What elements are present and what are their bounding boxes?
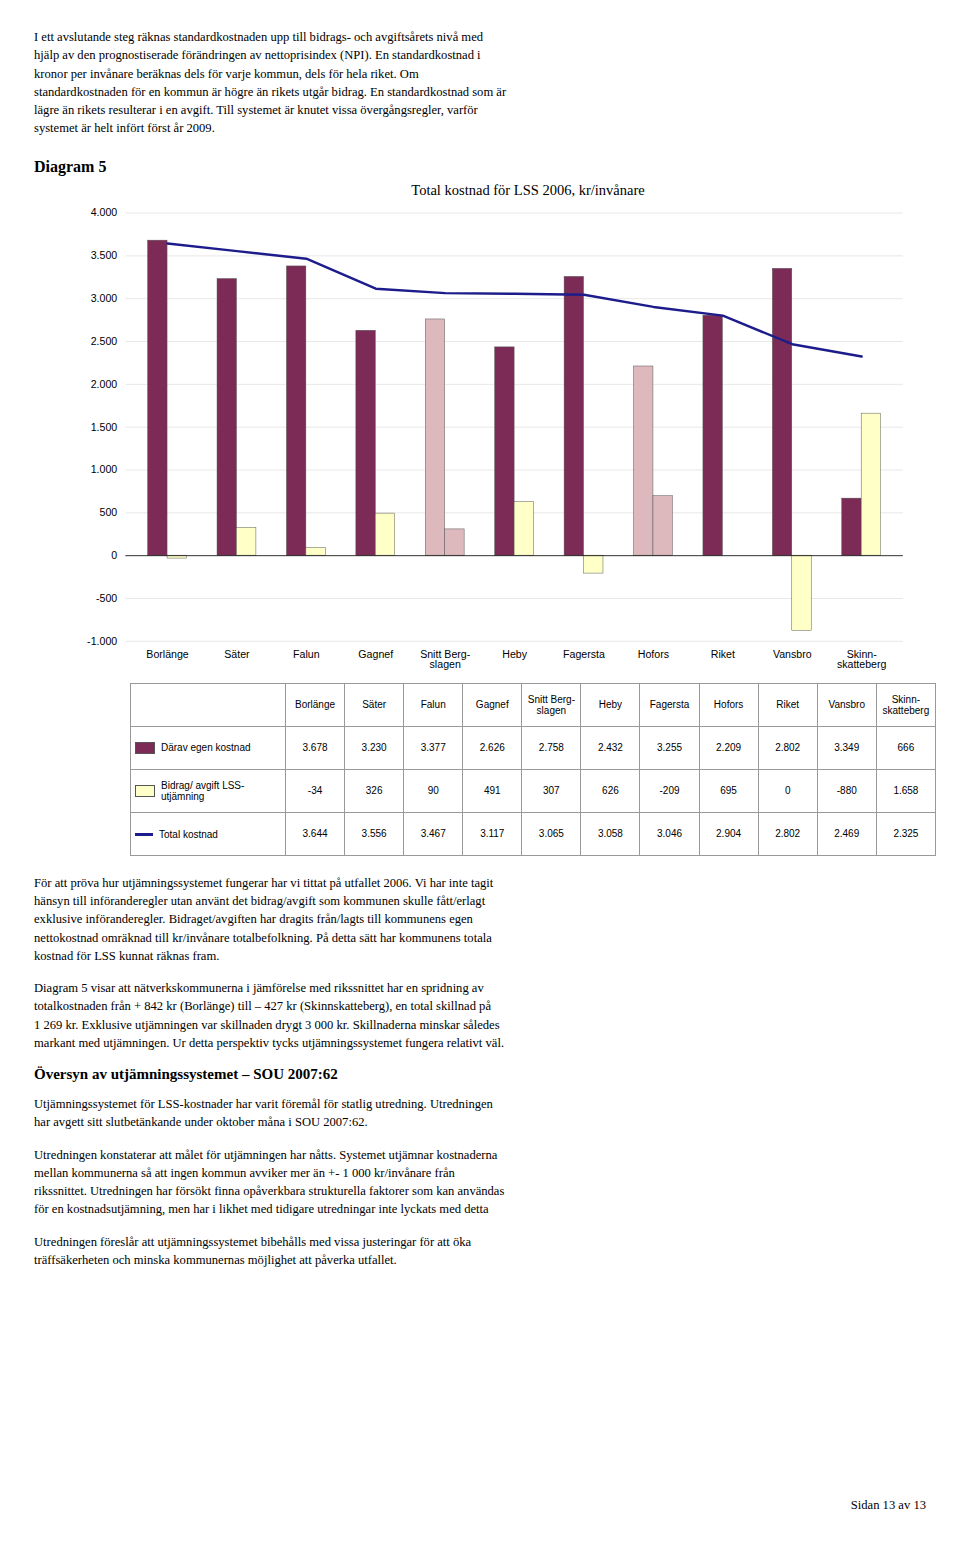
html-text:Borlänge: Borlänge	[295, 699, 335, 711]
html-text:2.758: 2.758	[538, 742, 564, 754]
html-text:Hofors: Hofors	[713, 699, 744, 711]
html-text:3.058: 3.058	[597, 828, 623, 840]
html-text:Säter: Säter	[362, 699, 387, 711]
html-text:För att pröva hur utjämningssy: För att pröva hur utjämningssystemet fun…	[34, 875, 494, 963]
svg-text:1.500: 1.500	[91, 420, 118, 432]
svg-text:1.000: 1.000	[91, 463, 118, 475]
html-text:3.065: 3.065	[538, 828, 564, 840]
svg-text:Gagnef: Gagnef	[358, 647, 393, 659]
svg-text:Snitt Berg-slagen: Snitt Berg-slagen	[420, 647, 471, 670]
html-text:Gagnef: Gagnef	[475, 699, 509, 711]
html-text:3.644: 3.644	[302, 828, 328, 840]
svg-text:-1.000: -1.000	[87, 634, 117, 646]
svg-text:Vansbro: Vansbro	[773, 647, 812, 659]
svg-text:3.000: 3.000	[91, 292, 118, 304]
html-text:Heby: Heby	[598, 699, 623, 711]
html-text:2.432: 2.432	[597, 742, 623, 754]
html-text:3.255: 3.255	[657, 742, 682, 754]
html-text:Skinn- skatteberg: Skinn- skatteberg	[882, 693, 930, 716]
html-text:1.658: 1.658	[893, 785, 919, 797]
html-text:Utjämningssystemet för LSS-kos: Utjämningssystemet för LSS-kostnader har…	[34, 1097, 493, 1130]
html-text:Utredningen konstaterar att må: Utredningen konstaterar att målet för ut…	[34, 1147, 505, 1217]
html-text:Falun: Falun	[420, 699, 446, 711]
html-text:Total kostnad för LSS 2006, kr: Total kostnad för LSS 2006, kr/invånare	[411, 181, 645, 198]
html-text:307: 307	[543, 785, 560, 797]
html-text:3.678: 3.678	[302, 742, 328, 754]
html-text:90: 90	[427, 785, 439, 797]
svg-text:Skinn-skatteberg: Skinn-skatteberg	[837, 647, 887, 670]
html-text:Diagram 5: Diagram 5	[34, 157, 107, 175]
html-text:3.230: 3.230	[361, 742, 387, 754]
svg-text:Borlänge: Borlänge	[146, 647, 189, 659]
svg-text:0: 0	[111, 549, 117, 561]
html-text:Diagram 5 visar att nätverksko: Diagram 5 visar att nätverkskommunerna i…	[34, 981, 504, 1050]
html-text:695: 695	[720, 785, 737, 797]
html-text:3.556: 3.556	[361, 828, 387, 840]
html-text:2.802: 2.802	[775, 828, 801, 840]
svg-text:Riket: Riket	[711, 647, 735, 659]
html-text:-209: -209	[659, 785, 680, 797]
html-text:3.467: 3.467	[420, 828, 446, 840]
html-text:Sidan 13 av 13: Sidan 13 av 13	[850, 1498, 926, 1512]
html-text:-880: -880	[836, 785, 857, 797]
html-text:626: 626	[602, 785, 619, 797]
html-text:3.046: 3.046	[657, 828, 682, 840]
svg-text:2.000: 2.000	[91, 377, 118, 389]
html-text:Bidrag/ avgift LSS- utjämning: Bidrag/ avgift LSS- utjämning	[161, 779, 245, 802]
html-text:326: 326	[365, 785, 383, 797]
svg-text:Säter: Säter	[224, 647, 250, 659]
html-text:2.469: 2.469	[834, 828, 860, 840]
svg-text:3.500: 3.500	[91, 249, 118, 261]
html-text:Översyn av utjämningssystemet: Översyn av utjämningssystemet – SOU 2007…	[34, 1066, 338, 1082]
html-text:Riket: Riket	[776, 699, 800, 711]
html-text:Total kostnad: Total kostnad	[159, 828, 218, 840]
html-text:Vansbro: Vansbro	[828, 699, 865, 711]
svg-text:Hofors: Hofors	[638, 647, 669, 659]
html-text:Snitt Berg- slagen: Snitt Berg- slagen	[527, 693, 575, 716]
svg-text:-500: -500	[96, 591, 117, 603]
html-text:I ett avslutande steg räknas s: I ett avslutande steg räknas standardkos…	[34, 30, 507, 136]
html-text:0: 0	[784, 785, 791, 797]
svg-text:Heby: Heby	[502, 647, 527, 659]
svg-text:2.500: 2.500	[91, 334, 118, 346]
html-text:2.209: 2.209	[716, 742, 742, 754]
html-text:3.377: 3.377	[420, 742, 446, 754]
html-text:2.802: 2.802	[775, 742, 801, 754]
html-text:-34: -34	[307, 785, 323, 797]
html-text:2.904: 2.904	[716, 828, 742, 840]
svg-text:Fagersta: Fagersta	[563, 647, 605, 659]
html-text:2.626: 2.626	[479, 742, 505, 754]
html-text:3.117: 3.117	[480, 828, 505, 840]
html-text:Utredningen föreslår att utjäm: Utredningen föreslår att utjämningssyste…	[34, 1234, 472, 1267]
html-text:2.325: 2.325	[893, 828, 919, 840]
html-text:666: 666	[897, 742, 915, 754]
svg-text:4.000: 4.000	[91, 206, 118, 218]
html-text:491: 491	[483, 785, 501, 797]
html-text:3.349: 3.349	[834, 742, 860, 754]
html-text:Fagersta: Fagersta	[649, 699, 690, 711]
html-text:Därav egen kostnad: Därav egen kostnad	[161, 742, 251, 754]
svg-text:500: 500	[100, 506, 118, 518]
svg-text:Falun: Falun	[293, 647, 320, 659]
